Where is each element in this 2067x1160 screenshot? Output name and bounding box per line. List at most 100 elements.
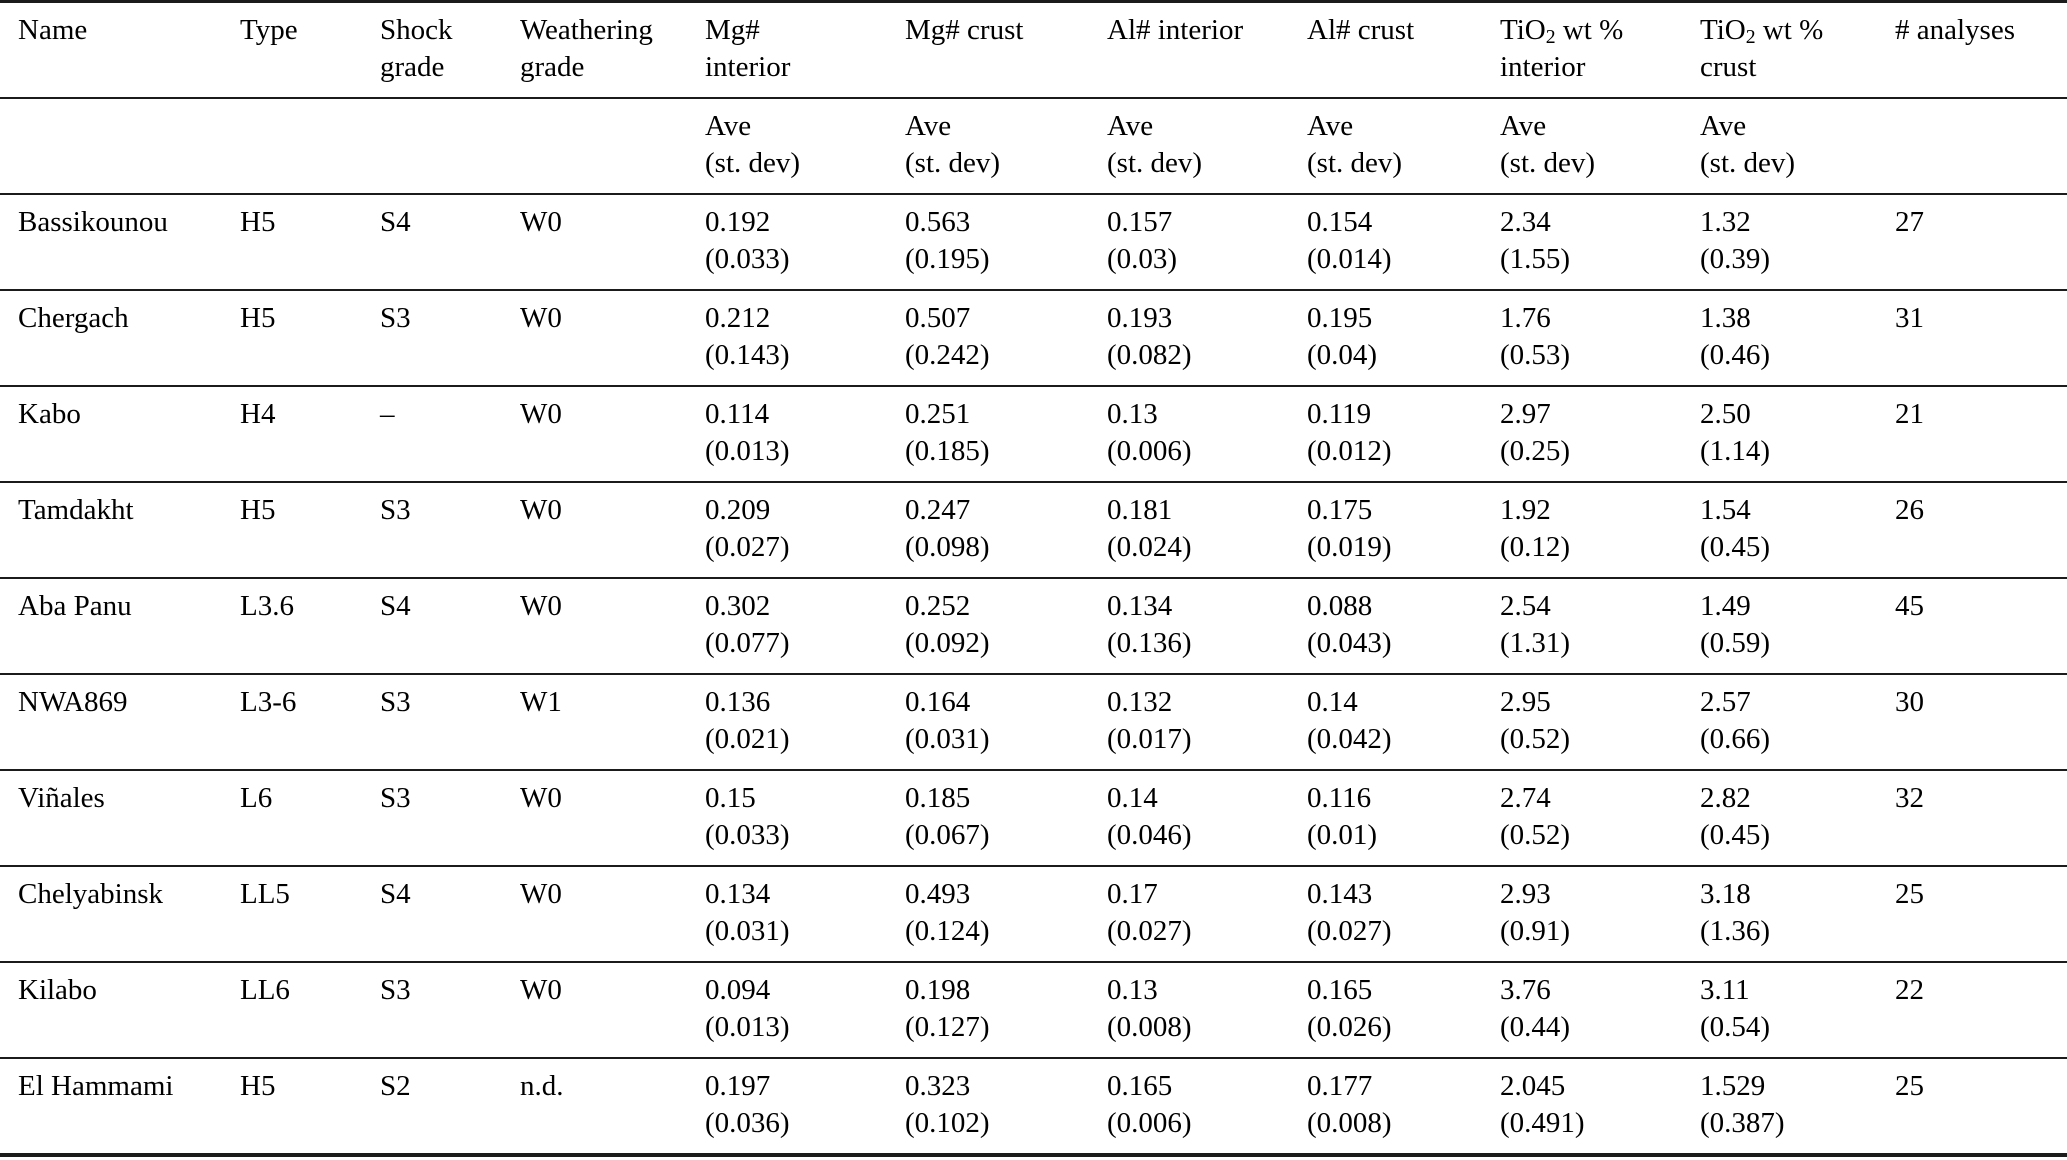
cell-mg-interior: 0.134 (0.031): [687, 866, 887, 963]
cell-value: 0.15: [705, 782, 756, 814]
cell-analyses: 22: [1877, 962, 2067, 1059]
cell-type: H5: [222, 482, 362, 579]
cell-analyses: 25: [1877, 1058, 2067, 1155]
cell-value: W0: [520, 590, 562, 622]
cell-name: Kabo: [0, 386, 222, 483]
cell-shock-grade: –: [362, 386, 502, 483]
cell-tio2-interior: 2.95 (0.52): [1482, 674, 1682, 771]
cell-al-crust: 0.143 (0.027): [1289, 866, 1482, 963]
header-row: Name Type Shock grade Weathering grade Mg# inte…: [0, 1, 2067, 99]
cell-value: 0.157: [1107, 206, 1173, 238]
column-header-line2: interior: [1500, 51, 1586, 83]
cell-mg-crust: 0.198 (0.127): [887, 962, 1089, 1059]
cell-value: 3.76: [1500, 974, 1551, 1006]
cell-value: W0: [520, 782, 562, 814]
cell-value: H4: [240, 398, 276, 430]
cell-value: S3: [380, 686, 411, 718]
cell-value: –: [380, 398, 395, 430]
cell-weathering-grade: W0: [502, 386, 687, 483]
subheader-ave-label: Ave: [905, 110, 952, 142]
cell-value: 0.185: [905, 782, 971, 814]
cell-value: 0.197: [705, 1070, 771, 1102]
cell-type: H4: [222, 386, 362, 483]
cell-value: S3: [380, 782, 411, 814]
cell-mg-interior: 0.212 (0.143): [687, 290, 887, 387]
cell-value: 2.74: [1500, 782, 1551, 814]
cell-value: 0.165: [1307, 974, 1373, 1006]
cell-al-interior: 0.181 (0.024): [1089, 482, 1289, 579]
cell-value: H5: [240, 1070, 276, 1102]
cell-value: 31: [1895, 302, 1924, 334]
column-header-line1: # analyses: [1895, 14, 2015, 46]
cell-al-interior: 0.17 (0.027): [1089, 866, 1289, 963]
cell-stdev: (0.185): [905, 435, 990, 467]
cell-value: 0.195: [1307, 302, 1373, 334]
cell-value: 3.11: [1700, 974, 1750, 1006]
cell-value: 0.323: [905, 1070, 971, 1102]
column-header-al-interior: Al# interior: [1089, 1, 1289, 99]
table-row: Tamdakht H5 S3 W0 0.209 (0.027) 0.247 (0.098) 0.…: [0, 482, 2067, 579]
cell-stdev: (0.014): [1307, 243, 1392, 275]
cell-weathering-grade: W0: [502, 482, 687, 579]
cell-mg-interior: 0.15 (0.033): [687, 770, 887, 867]
cell-value: 0.181: [1107, 494, 1173, 526]
cell-value: 0.114: [705, 398, 770, 430]
cell-value: Aba Panu: [18, 590, 132, 622]
cell-value: Kilabo: [18, 974, 97, 1006]
cell-value: 0.088: [1307, 590, 1373, 622]
cell-shock-grade: S4: [362, 578, 502, 675]
table-row: Chelyabinsk LL5 S4 W0 0.134 (0.031) 0.493 (0.12…: [0, 866, 2067, 963]
cell-analyses: 26: [1877, 482, 2067, 579]
cell-value: 0.302: [705, 590, 771, 622]
cell-stdev: (0.006): [1107, 1107, 1192, 1139]
cell-value: W0: [520, 974, 562, 1006]
cell-stdev: (0.012): [1307, 435, 1392, 467]
cell-mg-interior: 0.114 (0.013): [687, 386, 887, 483]
cell-mg-crust: 0.252 (0.092): [887, 578, 1089, 675]
column-header-line2: grade: [520, 51, 585, 83]
cell-value: 0.164: [905, 686, 971, 718]
subheader-stdev-label: (st. dev): [705, 147, 801, 179]
subheader-ave-stdev: Ave (st. dev): [1482, 98, 1682, 195]
cell-tio2-crust: 1.32 (0.39): [1682, 194, 1877, 291]
cell-value: 0.094: [705, 974, 771, 1006]
cell-stdev: (0.027): [1307, 915, 1392, 947]
cell-al-crust: 0.154 (0.014): [1289, 194, 1482, 291]
cell-value: W0: [520, 302, 562, 334]
cell-value: 3.18: [1700, 878, 1751, 910]
cell-value: S3: [380, 494, 411, 526]
cell-stdev: (0.082): [1107, 339, 1192, 371]
cell-name: Aba Panu: [0, 578, 222, 675]
cell-stdev: (0.52): [1500, 819, 1571, 851]
cell-name: Chergach: [0, 290, 222, 387]
cell-type: H5: [222, 194, 362, 291]
cell-mg-interior: 0.302 (0.077): [687, 578, 887, 675]
cell-stdev: (0.008): [1107, 1011, 1192, 1043]
cell-stdev: (0.45): [1700, 819, 1771, 851]
cell-value: 0.493: [905, 878, 971, 910]
cell-stdev: (0.52): [1500, 723, 1571, 755]
cell-value: 0.251: [905, 398, 971, 430]
cell-stdev: (0.242): [905, 339, 990, 371]
subheader-ave-stdev: Ave (st. dev): [1289, 98, 1482, 195]
cell-value: 0.17: [1107, 878, 1158, 910]
cell-stdev: (0.077): [705, 627, 790, 659]
cell-value: 25: [1895, 1070, 1924, 1102]
cell-stdev: (0.098): [905, 531, 990, 563]
cell-al-interior: 0.13 (0.006): [1089, 386, 1289, 483]
cell-stdev: (0.91): [1500, 915, 1571, 947]
cell-stdev: (0.01): [1307, 819, 1378, 851]
cell-tio2-crust: 1.529 (0.387): [1682, 1058, 1877, 1155]
cell-al-interior: 0.157 (0.03): [1089, 194, 1289, 291]
cell-weathering-grade: W0: [502, 290, 687, 387]
cell-weathering-grade: W0: [502, 194, 687, 291]
subheader-empty: [1877, 98, 2067, 195]
cell-weathering-grade: W0: [502, 866, 687, 963]
cell-tio2-crust: 3.18 (1.36): [1682, 866, 1877, 963]
cell-value: H5: [240, 206, 276, 238]
cell-value: 0.507: [905, 302, 971, 334]
subheader-ave-label: Ave: [1107, 110, 1154, 142]
column-header-line2: crust: [1700, 51, 1757, 83]
cell-stdev: (0.031): [905, 723, 990, 755]
cell-stdev: (0.067): [905, 819, 990, 851]
